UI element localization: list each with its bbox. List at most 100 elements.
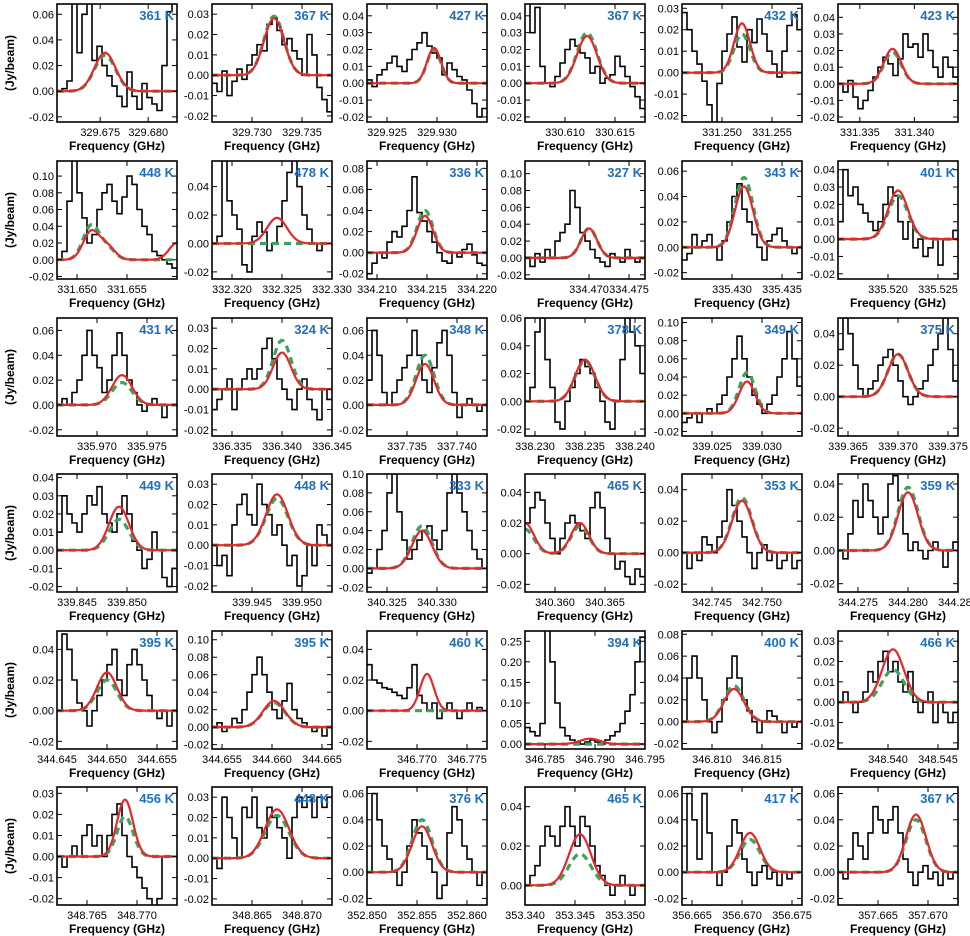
plot-area <box>525 805 645 896</box>
model-red <box>525 521 645 555</box>
y-tick-label: 0.06 <box>658 354 679 366</box>
y-tick-label: -0.02 <box>29 582 54 594</box>
observed-spectrum <box>367 31 487 118</box>
y-tick-label: 0.00 <box>343 706 364 718</box>
x-axis-label: Frequency (GHz) <box>224 453 320 467</box>
model-red <box>525 34 645 85</box>
y-tick-label: 0.00 <box>33 255 54 267</box>
spectrum-panel: 0.03 0.02 0.01 0.00 -0.01 -0.02 329.730 329.735… <box>184 3 333 153</box>
spectrum-panel: 0.04 0.02 0.00 -0.02 342.745 342.750Frequency… <box>654 473 803 623</box>
x-axis-label: Frequency (GHz) <box>537 922 633 936</box>
temperature-label: 324 K <box>294 322 329 337</box>
y-tick-label: 0.03 <box>814 636 835 648</box>
y-axis-label: (Jy/beam) <box>3 192 17 248</box>
x-tick-label: 339.845 <box>57 597 97 609</box>
panel-frame <box>837 160 959 280</box>
x-tick-label: 356.670 <box>722 910 762 922</box>
x-axis-label: Frequency (GHz) <box>537 609 633 623</box>
y-tick-label: 0.02 <box>814 46 835 58</box>
temperature-label: 367 K <box>294 8 329 23</box>
panel-frame <box>211 317 333 437</box>
panel-frame <box>56 317 178 437</box>
y-tick-label: 0.02 <box>188 705 209 717</box>
temperature-label: 460 K <box>449 635 484 650</box>
spectrum-panel: 0.06 0.04 0.02 0.00 -0.02 335.430 335.435Frequ… <box>654 160 803 310</box>
spectrum-panel: 0.04 0.03 0.02 0.01 0.00 -0.01 -0.02 335.520 335… <box>810 160 959 310</box>
y-tick-label: 0.02 <box>188 813 209 825</box>
x-tick-label: 338.230 <box>515 441 555 453</box>
y-tick-label: 0.04 <box>343 526 364 538</box>
y-tick-label: 0.02 <box>188 210 209 222</box>
y-tick-label: 0.04 <box>343 644 364 656</box>
x-tick-label: 346.795 <box>625 754 665 766</box>
y-tick-label: 0.03 <box>188 479 209 491</box>
temperature-label: 348 K <box>449 322 484 337</box>
x-tick-label: 335.525 <box>918 284 958 296</box>
y-tick-label: 0.08 <box>343 488 364 500</box>
temperature-label: 448 K <box>294 478 329 493</box>
x-tick-label: 331.255 <box>752 127 792 139</box>
model-red <box>212 216 332 245</box>
y-tick-label: 0.00 <box>343 78 364 90</box>
plot-area <box>212 337 332 421</box>
y-tick-label: 0.06 <box>343 184 364 196</box>
temperature-label: 466 K <box>920 635 955 650</box>
plot-area <box>838 318 958 406</box>
x-axis-label: Frequency (GHz) <box>694 139 790 153</box>
x-tick-label: 340.365 <box>585 597 625 609</box>
y-tick-label: -0.02 <box>339 582 364 594</box>
temperature-label: 367 K <box>607 8 642 23</box>
y-tick-label: 0.02 <box>814 841 835 853</box>
x-tick-label: 332.325 <box>262 284 302 296</box>
observed-spectrum <box>682 655 802 734</box>
y-tick-label: 0.02 <box>343 675 364 687</box>
plot-area <box>682 655 802 734</box>
y-tick-label: 0.06 <box>814 789 835 801</box>
x-axis-label: Frequency (GHz) <box>850 766 946 780</box>
y-tick-label: 0.03 <box>501 28 522 40</box>
temperature-label: 427 K <box>449 8 484 23</box>
y-tick-label: 0.02 <box>658 695 679 707</box>
spectrum-panel: 0.06 0.04 0.02 0.00 -0.02 335.970 335.975Frequ… <box>3 317 178 467</box>
x-tick-label: 348.540 <box>868 754 908 766</box>
observed-spectrum <box>367 792 487 900</box>
observed-spectrum <box>838 474 958 568</box>
y-tick-label: 0.08 <box>33 188 54 200</box>
x-tick-label: 331.655 <box>107 284 147 296</box>
spectrum-panel: 0.06 0.04 0.02 0.00 -0.02 338.230 338.235 338.2… <box>497 313 655 467</box>
y-tick-label: 0.08 <box>658 336 679 348</box>
x-axis-label: Frequency (GHz) <box>224 139 320 153</box>
spectrum-panel: 0.04 0.02 0.00 353.340 353.345 353.350Frequen… <box>501 786 646 936</box>
y-tick-label: 0.00 <box>188 853 209 865</box>
temperature-label: 432 K <box>764 8 799 23</box>
y-tick-label: 0.04 <box>33 473 54 485</box>
y-tick-label: 0.01 <box>188 833 209 845</box>
x-tick-label: 335.975 <box>127 441 167 453</box>
y-tick-label: 0.10 <box>501 698 522 710</box>
plot-area <box>367 176 487 275</box>
model-green-dashed <box>367 524 487 570</box>
y-tick-label: 0.08 <box>501 186 522 198</box>
y-tick-label: 0.00 <box>33 86 54 98</box>
model-red <box>682 22 802 74</box>
x-tick-label: 334.220 <box>457 284 497 296</box>
temperature-label: 401 K <box>920 165 955 180</box>
y-tick-label: -0.02 <box>184 425 209 437</box>
y-tick-label: 0.01 <box>658 46 679 58</box>
observed-spectrum <box>682 11 802 122</box>
y-tick-label: 0.04 <box>501 341 522 353</box>
x-tick-label: 339.025 <box>692 441 732 453</box>
panel-frame <box>366 473 488 593</box>
panel-frame <box>366 3 488 123</box>
y-tick-label: 0.03 <box>343 28 364 40</box>
y-tick-label: 0.03 <box>33 491 54 503</box>
y-axis-label: (Jy/beam) <box>3 818 17 874</box>
panel-frame <box>56 3 178 123</box>
y-tick-label: 0.02 <box>658 25 679 37</box>
y-tick-label: 0.04 <box>658 192 679 204</box>
model-red <box>838 491 958 552</box>
y-tick-label: 0.00 <box>343 563 364 575</box>
temperature-label: 465 K <box>607 478 642 493</box>
